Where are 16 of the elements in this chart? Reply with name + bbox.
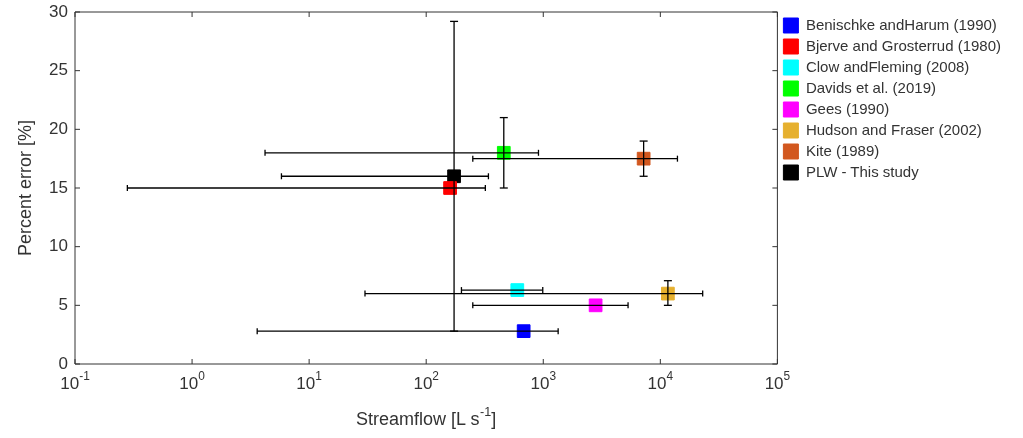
y-tick-label: 20 [49,119,69,139]
y-tick-label: 15 [49,177,69,197]
legend-label: Kite (1989) [805,141,880,159]
y-tick-label: 5 [58,295,69,315]
legend-label: Hudson and Fraser (2002) [805,120,982,138]
y-tick-label: 30 [49,1,69,21]
legend-label: PLW - This study [805,162,920,180]
legend-label: Benischke andHarum (1990) [805,15,997,33]
legend-label: Davids et al. (2019) [805,78,936,96]
y-tick-label: 25 [49,60,69,80]
y-tick-label: 10 [49,236,69,256]
y-axis-title: Percent error [%] [14,119,35,257]
legend-label: Gees (1990) [805,99,890,117]
y-tick-label: 0 [58,353,69,373]
legend-label: Clow andFleming (2008) [805,57,970,75]
legend-label: Bjerve and Grosterrud (1980) [805,36,1002,54]
